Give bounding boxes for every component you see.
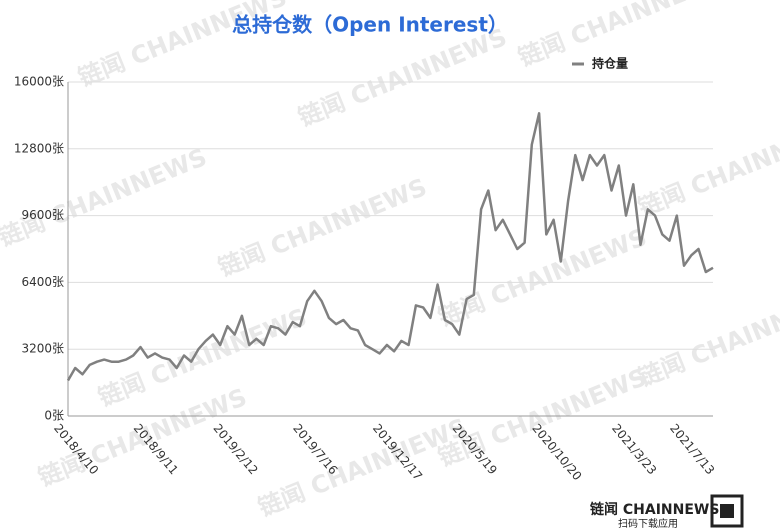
watermark: 链闻 CHAINNEWS (294, 23, 510, 132)
watermark: 链闻 CHAINNEWS (634, 113, 780, 222)
x-tick-label: 2019/7/16 (290, 421, 340, 477)
y-tick-label: 12800张 (14, 141, 64, 155)
watermark: 链闻 CHAINNEWS (0, 143, 211, 252)
y-tick-label: 3200张 (21, 342, 64, 356)
y-tick-label: 9600张 (21, 208, 64, 222)
x-tick-label: 2021/7/13 (667, 421, 717, 477)
y-tick-label: 6400张 (21, 275, 64, 289)
x-tick-label: 2019/2/12 (210, 421, 260, 477)
legend-label: 持仓量 (592, 56, 628, 71)
chart-title: 总持仓数（Open Interest） (232, 13, 508, 37)
watermark: 链闻 CHAINNEWS (94, 303, 310, 412)
watermark: 链闻 CHAINNEWS (214, 173, 430, 282)
watermark: 链闻 CHAINNEWS (254, 413, 470, 522)
y-tick-label: 16000张 (14, 75, 64, 89)
qr-code (710, 494, 744, 528)
watermark: 链闻 CHAINNEWS (634, 283, 780, 392)
x-tick-label: 2021/3/23 (609, 421, 659, 477)
x-tick-label: 2020/10/20 (529, 421, 584, 483)
y-tick-label: 0张 (44, 409, 64, 423)
series-line (66, 112, 714, 382)
watermark: 链闻 CHAINNEWS (434, 363, 650, 472)
watermark: 链闻 CHAINNEWS (434, 223, 650, 332)
brand: 链闻 CHAINNEWS (590, 501, 719, 518)
brand-caption: 扫码下载应用 (618, 517, 678, 529)
qr-code-inner (720, 504, 734, 518)
